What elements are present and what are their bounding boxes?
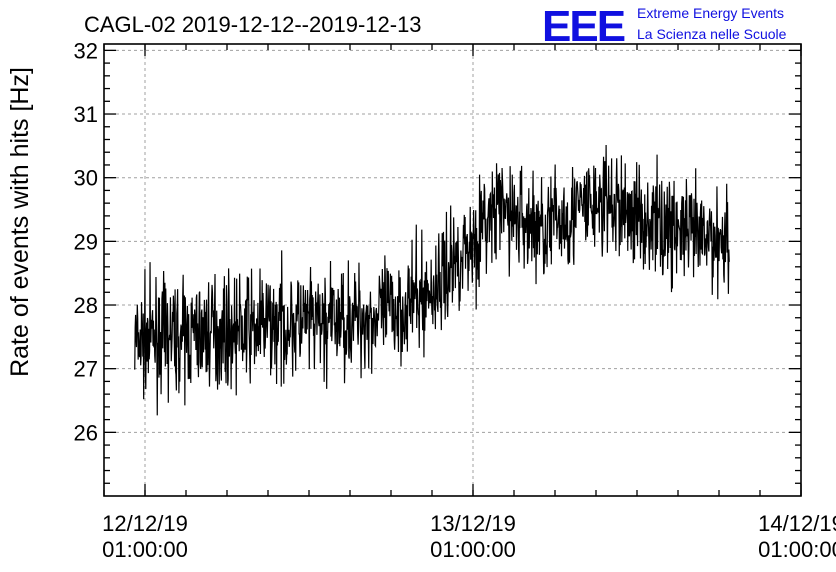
logo-mark: EEE [542, 2, 625, 51]
x-tick-labels: 12/12/1901:00:0013/12/1901:00:0014/12/19… [102, 511, 836, 562]
y-tick-label: 26 [74, 420, 98, 445]
y-tick-label: 31 [74, 102, 98, 127]
y-tick-label: 29 [74, 229, 98, 254]
y-axis-label: Rate of events with hits [Hz] [6, 67, 34, 377]
y-tick-label: 30 [74, 166, 98, 191]
x-tick-date-label: 13/12/19 [430, 511, 516, 536]
x-tick-time-label: 01:00:00 [102, 537, 188, 562]
y-tick-label: 27 [74, 357, 98, 382]
x-tick-time-label: 01:00:00 [430, 537, 516, 562]
y-tick-labels: 26 27 28 29 30 31 32 [74, 38, 98, 445]
series-line-layer [134, 145, 730, 416]
axis-ticks [103, 44, 802, 496]
x-tick-date-label: 12/12/19 [102, 511, 188, 536]
logo-line-2: La Scienza nelle Scuole [637, 26, 787, 42]
chart-title: CAGL-02 2019-12-12--2019-12-13 [84, 12, 422, 37]
y-tick-label: 32 [74, 38, 98, 63]
y-tick-label: 28 [74, 293, 98, 318]
logo-line-1: Extreme Energy Events [637, 5, 784, 21]
x-tick-time-label: 01:00:00 [758, 537, 836, 562]
x-tick-date-label: 14/12/19 [758, 511, 836, 536]
grid [104, 44, 801, 496]
series-line-0 [134, 145, 730, 416]
plot-frame [103, 43, 802, 497]
eee-logo: EEE Extreme Energy Events La Scienza nel… [542, 2, 787, 51]
